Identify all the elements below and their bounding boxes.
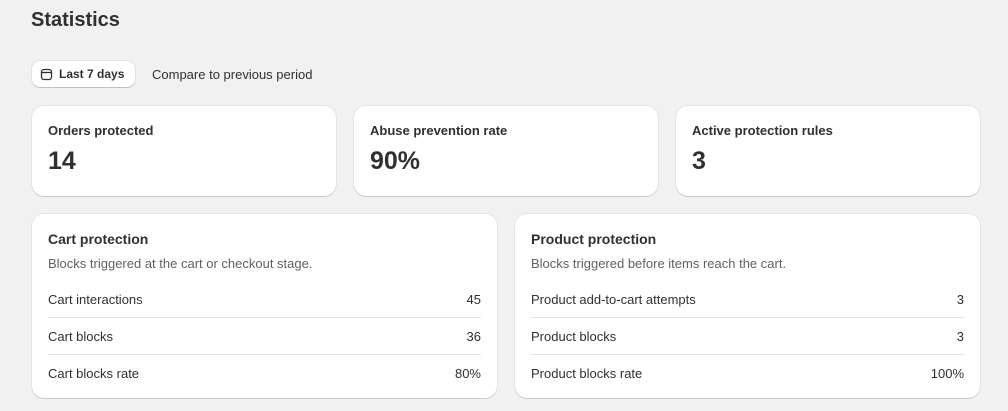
metric-label: Cart blocks rate xyxy=(48,366,140,381)
card-subtitle: Blocks triggered before items reach the … xyxy=(531,256,787,271)
metric-row: Product add-to-cart attempts 3 xyxy=(531,281,964,318)
metric-label: Product add-to-cart attempts xyxy=(531,291,696,307)
stat-card-abuse-prevention-rate: Abuse prevention rate 90% xyxy=(354,106,658,196)
cart-protection-card: Cart protection Blocks triggered at the … xyxy=(32,214,497,398)
metric-value: 100% xyxy=(930,366,964,381)
compare-link[interactable]: Compare to previous period xyxy=(152,67,313,82)
stat-card-active-rules: Active protection rules 3 xyxy=(676,106,980,196)
metric-label: Product blocks rate xyxy=(531,366,643,381)
metric-value: 45 xyxy=(466,291,481,307)
metric-row: Cart blocks 36 xyxy=(48,318,481,355)
stat-label: Orders protected xyxy=(48,123,154,138)
metric-label: Cart blocks xyxy=(48,328,114,344)
stat-card-orders-protected: Orders protected 14 xyxy=(32,106,336,196)
stat-value: 14 xyxy=(48,147,76,175)
metric-label: Cart interactions xyxy=(48,291,143,307)
date-range-button[interactable]: Last 7 days xyxy=(32,61,135,87)
card-title: Product protection xyxy=(531,231,657,247)
metric-value: 36 xyxy=(466,328,481,344)
product-protection-card: Product protection Blocks triggered befo… xyxy=(515,214,980,398)
metric-row: Product blocks rate 100% xyxy=(531,355,964,392)
stat-label: Abuse prevention rate xyxy=(370,123,508,138)
metric-value: 3 xyxy=(956,328,964,344)
metric-row: Product blocks 3 xyxy=(531,318,964,355)
stat-value: 90% xyxy=(370,147,421,175)
card-subtitle: Blocks triggered at the cart or checkout… xyxy=(48,256,313,271)
metric-row: Cart interactions 45 xyxy=(48,281,481,318)
metric-label: Product blocks xyxy=(531,328,617,344)
calendar-icon xyxy=(40,68,53,80)
metric-value: 3 xyxy=(956,291,964,307)
metric-value: 80% xyxy=(454,366,481,381)
stat-label: Active protection rules xyxy=(692,123,833,138)
card-title: Cart protection xyxy=(48,231,149,247)
stat-value: 3 xyxy=(692,147,706,175)
metric-row: Cart blocks rate 80% xyxy=(48,355,481,392)
date-range-label: Last 7 days xyxy=(59,67,125,81)
page-title: Statistics xyxy=(31,9,120,31)
